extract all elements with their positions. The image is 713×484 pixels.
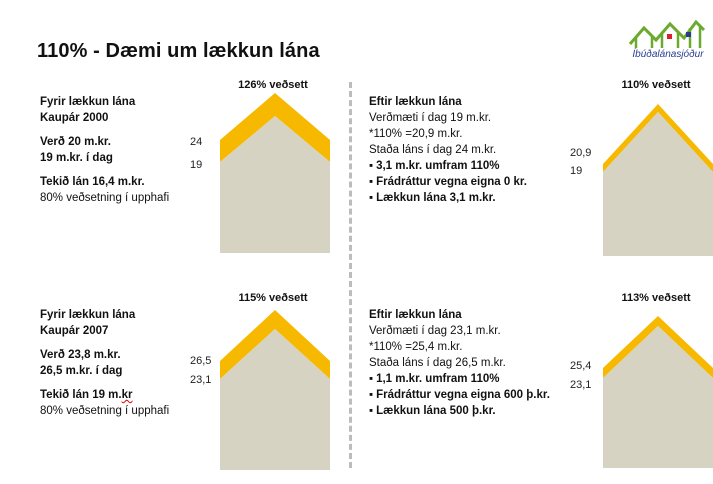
left-bottom-line3: Tekið lán 19 m.kr: [40, 389, 133, 401]
left-bottom-text: Fyrir lækkun lána Kaupár 2007 Verð 23,8 …: [40, 307, 169, 419]
right-bottom-text: Eftir lækkun lána Verðmæti í dag 23,1 m.…: [369, 307, 550, 419]
left-top-line3: Tekið lán 16,4 m.kr.: [40, 176, 145, 188]
right-top-text: Eftir lækkun lána Verðmæti í dag 19 m.kr…: [369, 94, 527, 206]
house-top-value: 24: [190, 136, 203, 148]
house-diagram: [603, 104, 713, 256]
house-wall-value: 23,1: [190, 374, 212, 386]
page-title: 110% - Dæmi um lækkun lána: [37, 40, 320, 62]
house-wall-value: 19: [570, 165, 583, 177]
left-top-text: Fyrir lækkun lána Kaupár 2000 Verð 20 m.…: [40, 94, 169, 206]
house-caption: 110% veðsett: [621, 79, 691, 91]
right-bottom-heading: Eftir lækkun lána: [369, 309, 462, 321]
left-bottom-line2: 26,5 m.kr. í dag: [40, 365, 123, 377]
right-bottom-bullet: Lækkun lána 500 þ.kr.: [369, 403, 550, 419]
left-top-heading2: Kaupár 2000: [40, 112, 109, 124]
spell-underline: kr: [121, 389, 133, 401]
house-top-value: 20,9: [570, 147, 592, 159]
house-top-value: 25,4: [570, 360, 592, 372]
left-bottom-line4: 80% veðsetning í upphafi: [40, 405, 170, 417]
left-top-heading1: Fyrir lækkun lána: [40, 96, 136, 108]
left-top-line4: 80% veðsetning í upphafi: [40, 192, 170, 204]
right-bottom-bullet: 1,1 m.kr. umfram 110%: [369, 371, 550, 387]
left-bottom-heading2: Kaupár 2007: [40, 325, 109, 337]
house-wall-value: 23,1: [570, 379, 592, 391]
right-bottom-line2: *110% =25,4 m.kr.: [369, 341, 463, 353]
right-top-bullet: Frádráttur vegna eigna 0 kr.: [369, 174, 527, 190]
left-bottom-heading1: Fyrir lækkun lána: [40, 309, 136, 321]
logo-icon: [628, 19, 706, 48]
right-top-line1: Verðmæti í dag 19 m.kr.: [369, 112, 492, 124]
left-bottom-line1: Verð 23,8 m.kr.: [40, 349, 121, 361]
house-diagram: [220, 93, 330, 253]
right-top-bullet: 3,1 m.kr. umfram 110%: [369, 158, 527, 174]
house-diagram: [603, 316, 713, 468]
right-top-heading: Eftir lækkun lána: [369, 96, 462, 108]
right-bottom-line1: Verðmæti í dag 23,1 m.kr.: [369, 325, 501, 337]
right-top-bullet: Lækkun lána 3,1 m.kr.: [369, 190, 527, 206]
house-top-value: 26,5: [190, 355, 212, 367]
right-top-line3: Staða láns í dag 24 m.kr.: [369, 144, 497, 156]
house-diagram: [220, 310, 330, 470]
house-wall-value: 19: [190, 159, 203, 171]
left-top-line2: 19 m.kr. í dag: [40, 152, 113, 164]
right-top-line2: *110% =20,9 m.kr.: [369, 128, 463, 140]
logo-text: Íbúðalánasjóður: [632, 49, 704, 60]
house-caption: 115% veðsett: [238, 292, 308, 304]
house-caption: 113% veðsett: [621, 292, 691, 304]
house-caption: 126% veðsett: [238, 79, 308, 91]
section-divider: [349, 82, 352, 468]
left-top-line1: Verð 20 m.kr.: [40, 136, 111, 148]
right-bottom-bullet: Frádráttur vegna eigna 600 þ.kr.: [369, 387, 550, 403]
right-bottom-line3: Staða láns í dag 26,5 m.kr.: [369, 357, 506, 369]
